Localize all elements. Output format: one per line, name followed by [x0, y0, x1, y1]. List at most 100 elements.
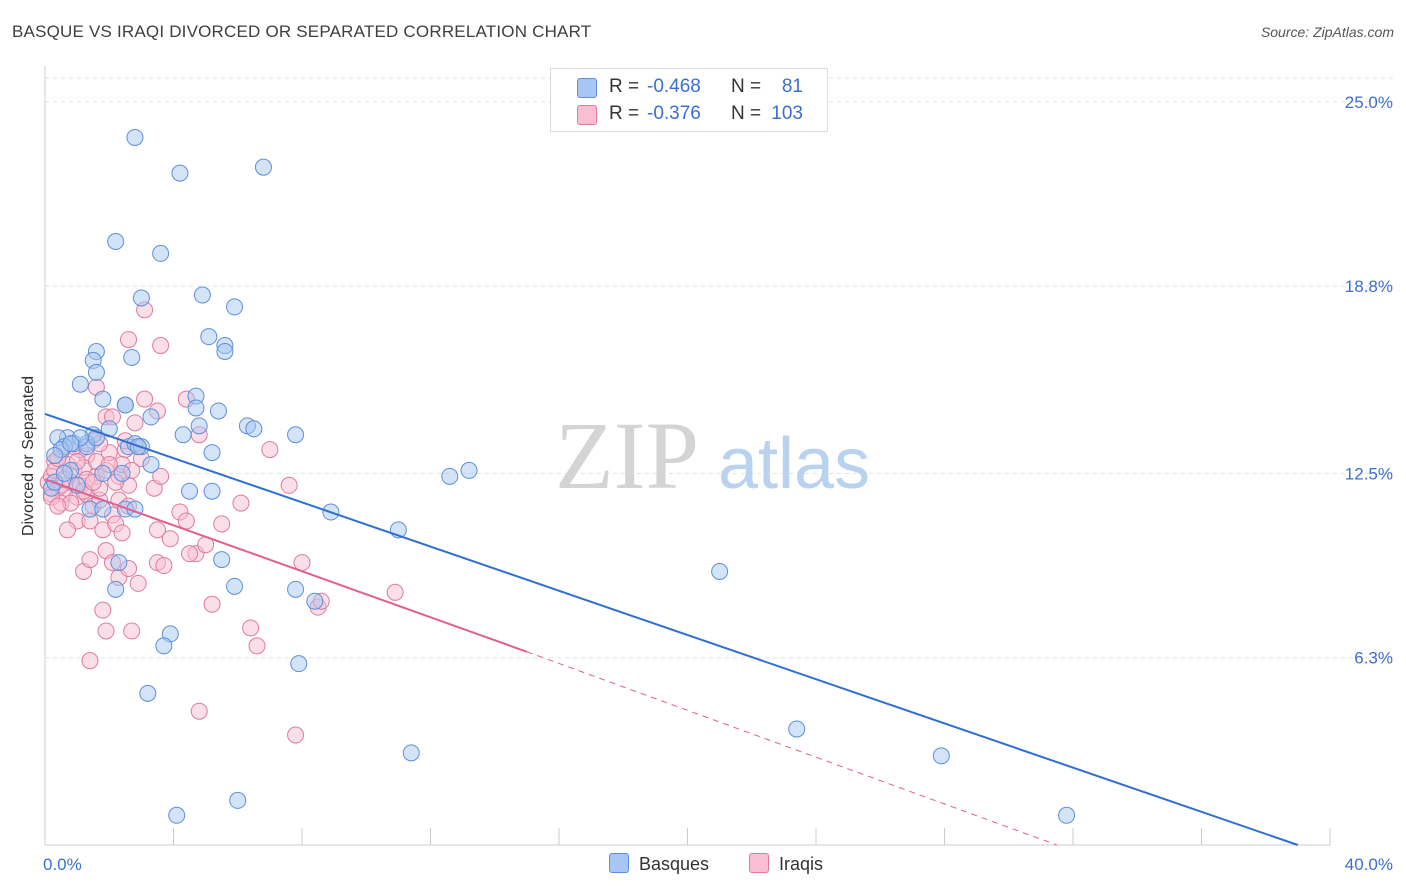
basque-points [42, 128, 1076, 824]
basque-point [711, 562, 729, 580]
legend-swatch-basques [577, 78, 597, 98]
iraqi-point [152, 467, 170, 485]
basque-point [203, 444, 221, 462]
basque-point [788, 720, 806, 738]
series-legend: Basques Iraqis [0, 851, 1406, 877]
iraqi-point [136, 390, 154, 408]
legend-swatch-iraqis [577, 105, 597, 125]
basque-point [226, 298, 244, 316]
basque-point [226, 577, 244, 595]
x-tick-label: 0.0% [43, 855, 82, 874]
y-tick-label: 25.0% [1345, 93, 1393, 112]
x-tick-label: 40.0% [1345, 855, 1393, 874]
basque-point [94, 390, 112, 408]
iraqi-point [181, 545, 199, 563]
iraqi-point [126, 414, 144, 432]
basque-point [213, 551, 231, 569]
basque-point [94, 500, 112, 518]
watermark: ZIP atlas [555, 402, 870, 509]
iraqi-point [261, 441, 279, 459]
y-tick-label: 6.3% [1354, 649, 1393, 668]
iraqi-point [232, 494, 250, 512]
series-label-iraqis: Iraqis [779, 854, 824, 874]
iraqi-point [58, 521, 76, 539]
basque-point [171, 164, 189, 182]
basque-point [46, 447, 64, 465]
iraqi-trend-line [44, 478, 528, 653]
iraqi-point [113, 524, 131, 542]
basque-point [290, 655, 308, 673]
basque-point [155, 637, 173, 655]
legend-n-label: N = [731, 76, 762, 97]
basque-point [87, 363, 105, 381]
iraqi-point [97, 622, 115, 640]
basque-point [107, 580, 125, 598]
y-tick-label: 18.8% [1345, 277, 1393, 296]
series-swatch-basques [609, 853, 629, 874]
basque-point [287, 426, 305, 444]
y-tick-label: 12.5% [1345, 464, 1393, 483]
legend-n-label: N = [731, 103, 762, 124]
iraqi-point [81, 652, 99, 670]
basque-point [306, 592, 324, 610]
iraqi-point [213, 515, 231, 533]
watermark-zip: ZIP [555, 402, 699, 509]
basque-point [402, 744, 420, 762]
basque-point [190, 417, 208, 435]
legend-n-value: 103 [771, 103, 803, 124]
watermark-atlas: atlas [718, 424, 870, 504]
basque-point [62, 435, 80, 453]
iraqi-point [248, 637, 266, 655]
series-label-basques: Basques [639, 854, 710, 874]
series-swatch-iraqis [749, 853, 769, 874]
series-legend-basques: Basques [609, 851, 709, 877]
iraqi-point [287, 726, 305, 744]
basque-point [200, 328, 218, 346]
basque-point [71, 375, 89, 393]
basque-point [142, 455, 160, 473]
iraqi-point [148, 521, 166, 539]
basque-point [152, 244, 170, 262]
legend-r-value: -0.468 [647, 76, 701, 97]
basque-point [55, 464, 73, 482]
legend-row-basques: R = -0.468 N = 81 [551, 74, 827, 100]
chart-title: BASQUE VS IRAQI DIVORCED OR SEPARATED CO… [12, 22, 592, 41]
basque-point [181, 482, 199, 500]
correlation-legend: R = -0.468 N = 81 R = -0.376 N = 103 [550, 68, 828, 132]
basque-point [168, 806, 186, 824]
basque-point [441, 467, 459, 485]
iraqi-point [120, 331, 138, 349]
legend-n-value: 81 [781, 76, 803, 97]
iraqi-point [203, 595, 221, 613]
iraqi-point [155, 557, 173, 575]
legend-r-label: R = [609, 76, 640, 97]
iraqi-point [386, 583, 404, 601]
legend-row-iraqis: R = -0.376 N = 103 [551, 101, 827, 127]
iraqi-point [161, 530, 179, 548]
basque-point [113, 464, 131, 482]
iraqi-trend-extension [526, 651, 1058, 846]
basque-point [174, 426, 192, 444]
basque-point [116, 396, 134, 414]
iraqi-point [293, 554, 311, 572]
basque-point [132, 289, 150, 307]
basque-point [187, 399, 205, 417]
basque-point [209, 402, 227, 420]
basque-trend-line [44, 412, 1299, 846]
tick-labels: 6.3% 12.5% 18.8% 25.0% 0.0% 40.0% [43, 93, 1393, 874]
basque-point [193, 286, 211, 304]
basque-point [287, 580, 305, 598]
basque-point [460, 461, 478, 479]
iraqi-point [81, 551, 99, 569]
series-legend-iraqis: Iraqis [749, 851, 823, 877]
basque-point [107, 233, 125, 251]
basque-point [229, 791, 247, 809]
trend-lines [44, 412, 1299, 846]
iraqi-point [94, 601, 112, 619]
source-attribution: Source: ZipAtlas.com [1260, 24, 1394, 40]
iraqi-point [242, 619, 260, 637]
legend-r-label: R = [609, 103, 640, 124]
basque-point [245, 420, 263, 438]
basque-point [123, 348, 141, 366]
